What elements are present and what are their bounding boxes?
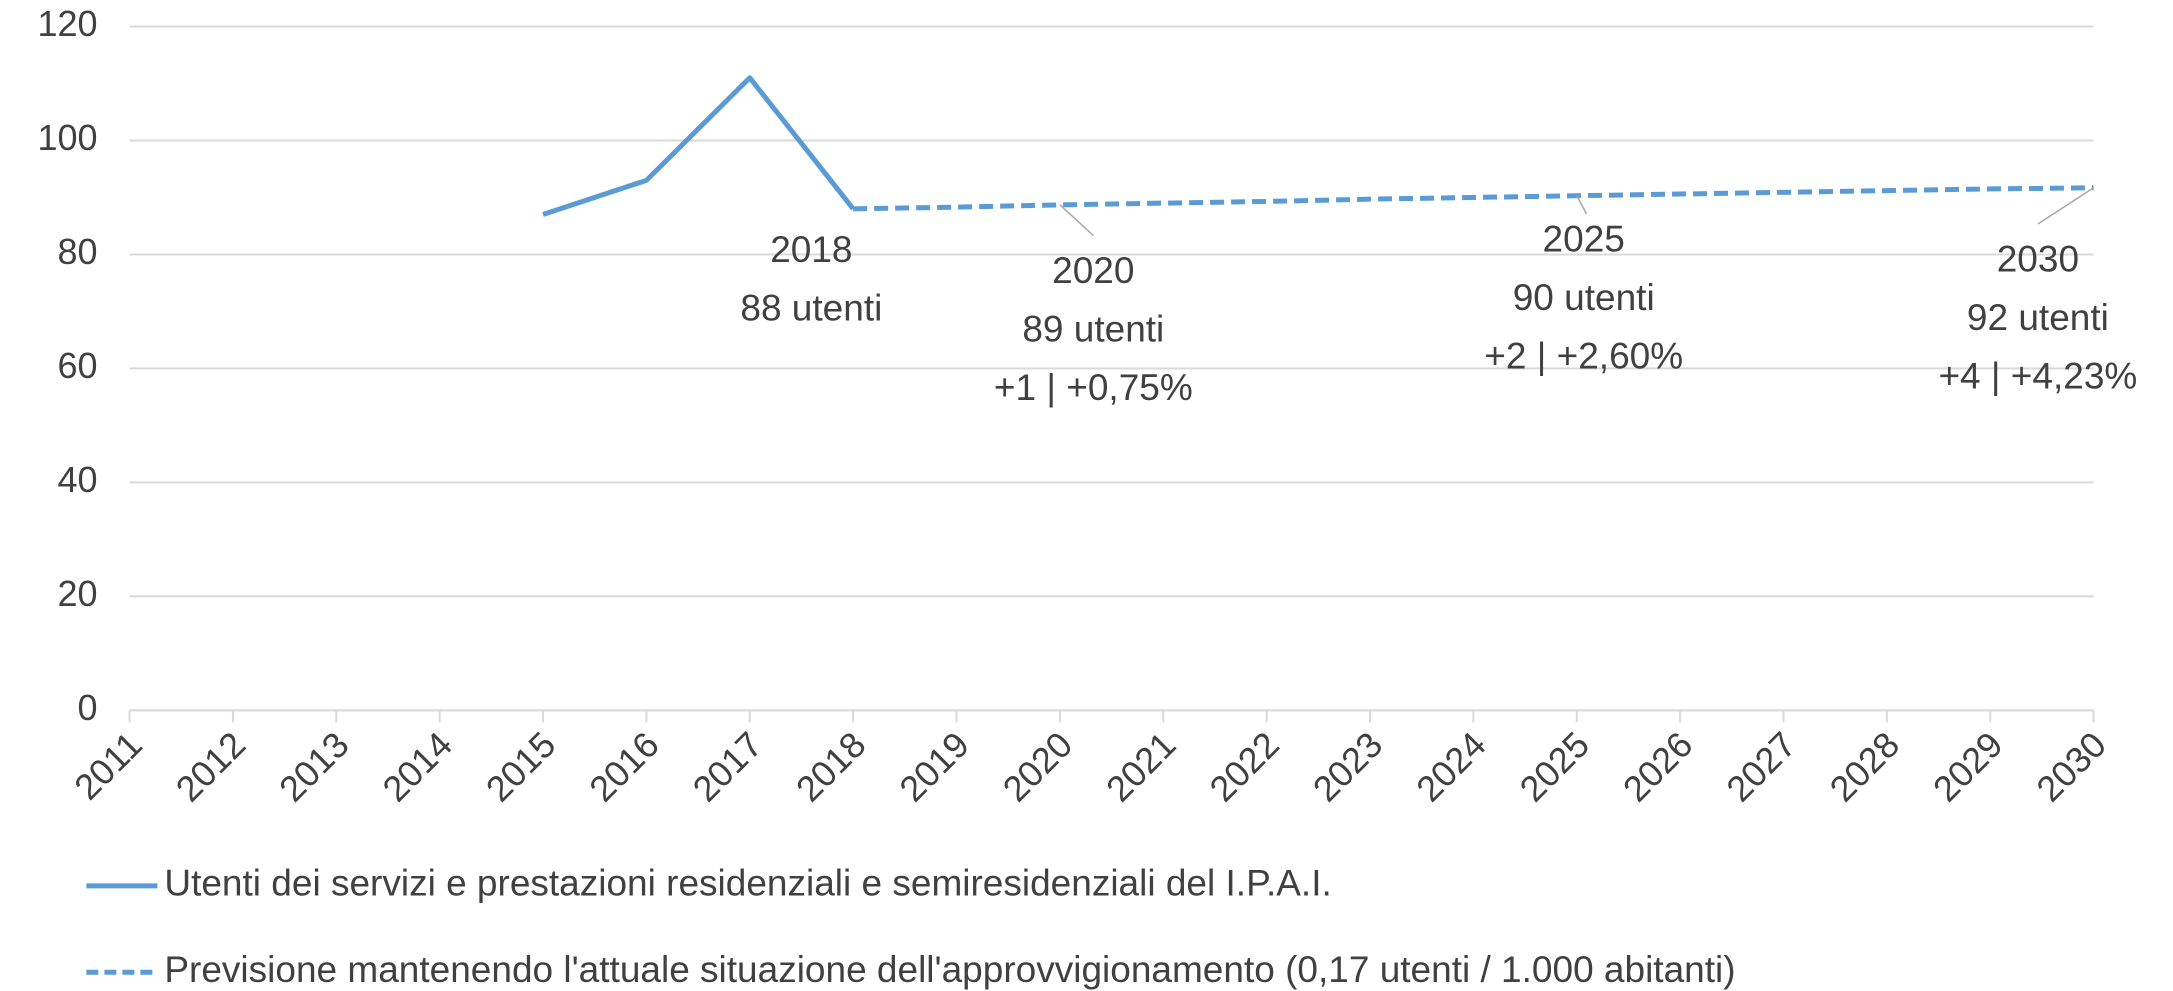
x-tick-label: 2013 [271, 724, 357, 810]
legend-label: Utenti dei servizi e prestazioni residen… [164, 863, 1331, 904]
annotation: 2025 [1543, 218, 1625, 259]
annotation: 2030 [1997, 238, 2079, 279]
x-tick-label: 2021 [1098, 724, 1184, 810]
x-tick-label: 2027 [1718, 724, 1804, 810]
x-tick-label: 2028 [1822, 724, 1908, 810]
legend-label: Previsione mantenendo l'attuale situazio… [164, 949, 1735, 990]
y-tick-label: 100 [37, 117, 97, 158]
leader-line [1059, 204, 1094, 237]
x-tick-label: 2024 [1408, 724, 1494, 810]
y-tick-label: 60 [57, 345, 97, 386]
series-line [542, 75, 856, 217]
x-tick-label: 2029 [1925, 724, 2011, 810]
annotation: +4 | +4,23% [1938, 355, 2137, 396]
x-tick-label: 2025 [1512, 724, 1598, 810]
annotation: 88 utenti [740, 287, 882, 328]
x-tick-label: 2016 [581, 724, 667, 810]
y-tick-label: 0 [78, 687, 98, 728]
y-tick-label: 40 [57, 459, 97, 500]
x-tick-label: 2026 [1615, 724, 1701, 810]
annotation: +1 | +0,75% [994, 367, 1193, 408]
x-tick-label: 2012 [168, 724, 254, 810]
x-tick-label: 2015 [478, 724, 564, 810]
x-tick-label: 2020 [995, 724, 1081, 810]
leader-line [2037, 187, 2095, 225]
annotation: 2020 [1052, 250, 1134, 291]
x-tick-label: 2023 [1305, 724, 1391, 810]
x-tick-label: 2030 [2028, 724, 2114, 810]
x-tick-label: 2017 [685, 724, 771, 810]
y-tick-label: 20 [57, 573, 97, 614]
annotation: 89 utenti [1022, 308, 1164, 349]
series-line [853, 185, 2094, 212]
y-tick-label: 120 [37, 3, 97, 44]
annotation: 90 utenti [1513, 277, 1655, 318]
y-tick-label: 80 [57, 231, 97, 272]
annotation: 2018 [770, 229, 852, 270]
annotation: +2 | +2,60% [1484, 335, 1683, 376]
annotation: 92 utenti [1967, 297, 2109, 338]
x-tick-label: 2011 [66, 724, 150, 808]
leader-line [1576, 195, 1588, 215]
x-tick-label: 2019 [891, 724, 977, 810]
x-tick-label: 2014 [374, 724, 460, 810]
x-tick-label: 2018 [788, 724, 874, 810]
x-tick-label: 2022 [1201, 724, 1287, 810]
